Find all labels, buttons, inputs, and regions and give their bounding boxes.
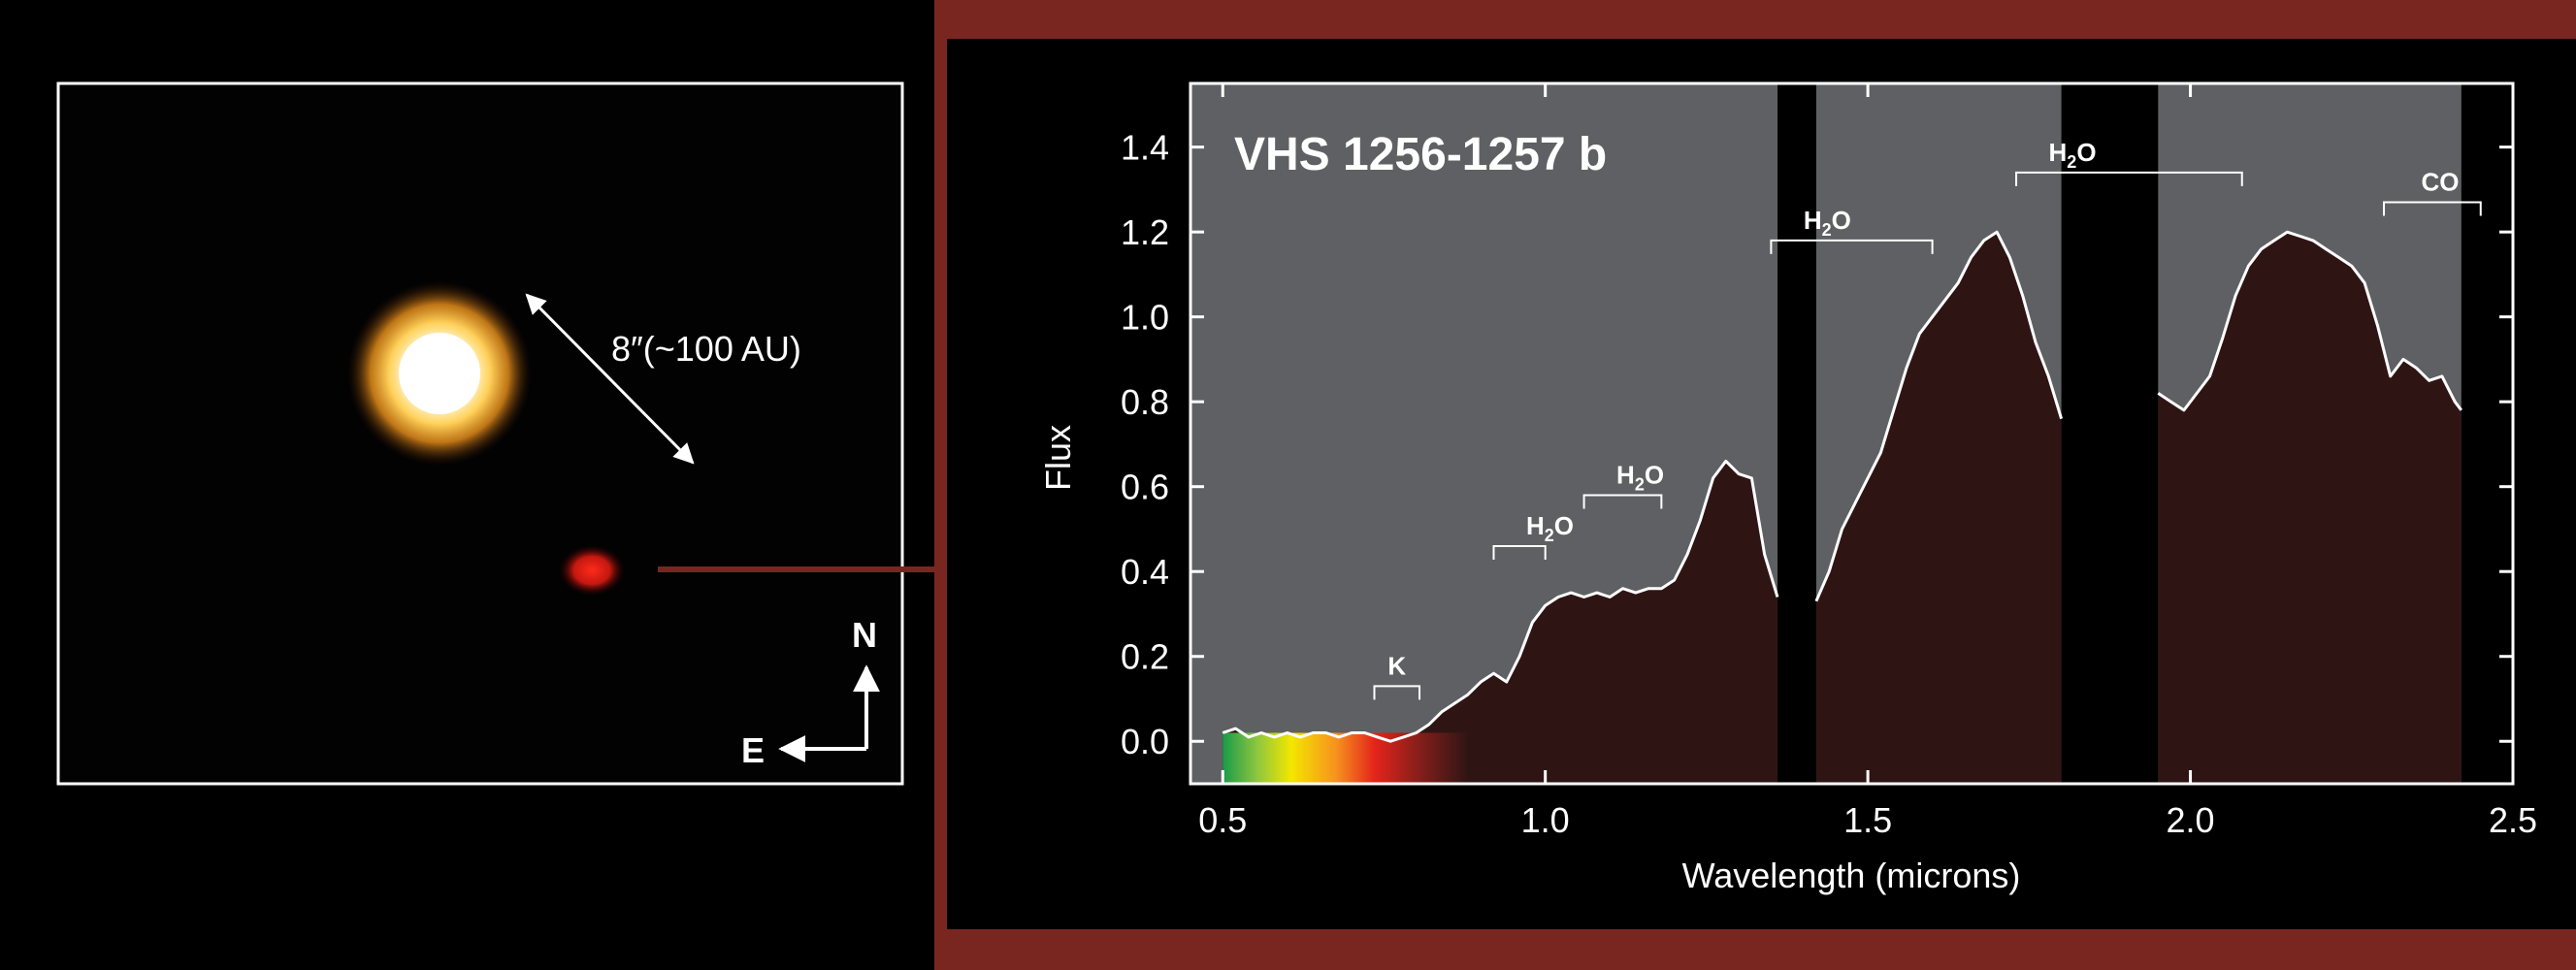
host-star-core	[399, 333, 480, 414]
x-axis: 0.5 1.0 1.5 2.0 2.5	[1198, 83, 2537, 840]
spectrum-line-segment-3	[2157, 230, 2462, 412]
telluric-gap-1	[1777, 83, 1816, 784]
y-tick-label: 1.0	[1121, 298, 1169, 338]
y-axis-label: Flux	[1038, 425, 1078, 491]
spectrum-fill-segment-2	[1815, 232, 2062, 784]
telluric-gap-2	[2061, 83, 2159, 784]
feature-label-1: K	[1387, 651, 1406, 680]
spectrum-fill-segment-1	[1223, 461, 1777, 784]
feature-bracket-5	[2015, 171, 2243, 186]
image-frame	[56, 81, 904, 786]
direct-image: 8″(~100 AU) N E	[56, 81, 937, 786]
spectrum-lines	[1222, 230, 2462, 743]
y-tick-label: 0.8	[1121, 382, 1169, 422]
north-label: N	[852, 615, 877, 655]
feature-bracket-6	[2383, 201, 2482, 216]
feature-bracket-4	[1770, 239, 1934, 254]
spectrum-fills	[1223, 232, 2462, 784]
y-tick-label: 0.6	[1121, 468, 1169, 507]
feature-bracket-3	[1582, 494, 1663, 509]
east-label: E	[741, 730, 765, 770]
x-tick-label: 1.0	[1521, 800, 1570, 840]
spectrum-fill-segment-3	[2158, 232, 2462, 784]
x-axis-label: Wavelength (microns)	[1682, 856, 2021, 895]
feature-bracket-1	[1373, 685, 1421, 700]
planet-companion	[559, 545, 625, 596]
y-tick-label: 0.0	[1121, 722, 1169, 761]
y-tick-label: 1.2	[1121, 212, 1169, 252]
y-tick-label: 1.4	[1121, 128, 1169, 168]
y-axis: 0.0 0.2 0.4 0.6 0.8 1.0 1.2 1.4	[1121, 128, 2513, 761]
feature-bracket-2	[1492, 544, 1547, 560]
visible-color-band	[1223, 732, 1468, 784]
x-tick-label: 2.5	[2489, 800, 2537, 840]
separation-arrow	[525, 293, 695, 465]
feature-label-6: CO	[2422, 168, 2460, 197]
telluric-gap-3	[2461, 83, 2513, 784]
x-tick-label: 0.5	[1198, 800, 1247, 840]
spectrum-line-segment-1	[1222, 459, 1779, 743]
spectrum-line-segment-2	[1814, 230, 2064, 602]
y-tick-label: 0.2	[1121, 637, 1169, 677]
chart-title: VHS 1256-1257 b	[1234, 129, 1607, 180]
x-tick-label: 2.0	[2167, 800, 2215, 840]
y-tick-label: 0.4	[1121, 552, 1169, 592]
x-tick-label: 1.5	[1843, 800, 1892, 840]
telluric-gaps	[1777, 83, 2513, 784]
separation-label: 8″(~100 AU)	[611, 329, 801, 369]
plot-frame	[1189, 81, 2515, 786]
